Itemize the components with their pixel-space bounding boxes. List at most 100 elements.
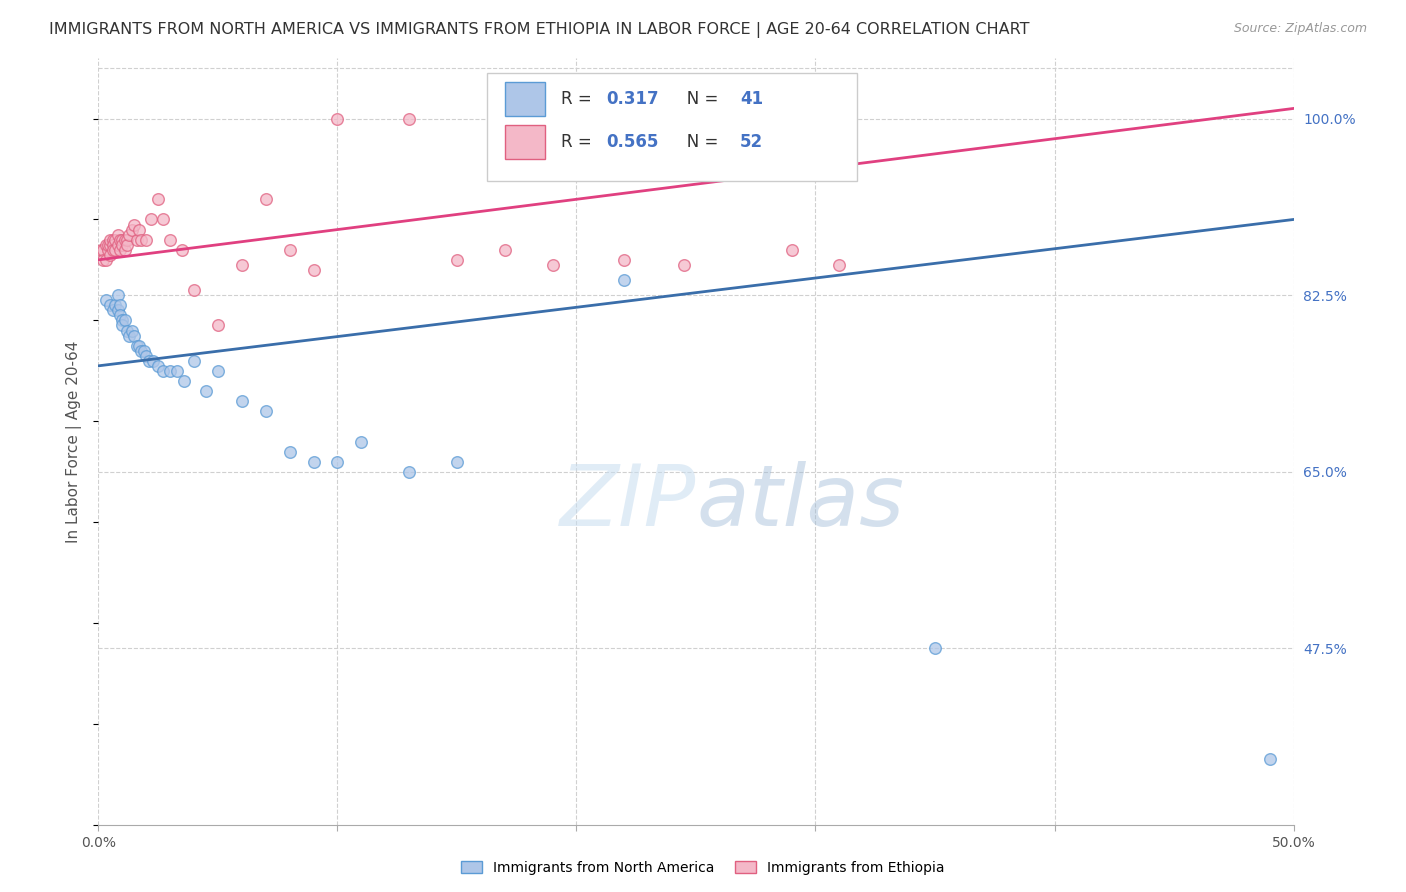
Point	[254, 192, 277, 206]
Point	[302, 455, 325, 469]
Point	[98, 298, 122, 312]
Text: ZIP: ZIP	[560, 461, 696, 544]
Point	[108, 309, 131, 323]
Point	[115, 233, 138, 247]
Point	[97, 243, 120, 257]
Text: atlas: atlas	[696, 461, 904, 544]
Point	[91, 252, 114, 267]
Point	[135, 349, 157, 363]
Point	[446, 252, 468, 267]
Point	[118, 227, 141, 242]
FancyBboxPatch shape	[505, 126, 546, 160]
Point	[446, 455, 468, 469]
Point	[104, 243, 127, 257]
Point	[94, 252, 117, 267]
Point	[125, 233, 148, 247]
FancyBboxPatch shape	[505, 82, 546, 116]
Point	[135, 233, 157, 247]
Point	[111, 233, 134, 247]
Point	[104, 298, 127, 312]
Point	[302, 263, 325, 277]
Point	[107, 303, 129, 318]
Point	[780, 243, 803, 257]
Point	[148, 192, 170, 206]
Point	[398, 112, 420, 126]
Text: 52: 52	[740, 134, 763, 152]
Point	[101, 303, 124, 318]
Point	[173, 374, 195, 388]
Point	[101, 237, 124, 252]
Point	[121, 222, 143, 236]
Point	[114, 243, 136, 257]
Point	[142, 353, 165, 368]
Point	[98, 248, 122, 262]
Point	[138, 353, 160, 368]
Point	[114, 233, 136, 247]
Point	[326, 455, 349, 469]
Point	[91, 243, 114, 257]
Text: R =: R =	[561, 134, 598, 152]
Point	[278, 243, 301, 257]
Point	[148, 359, 170, 373]
Point	[326, 112, 349, 126]
Point	[673, 258, 696, 272]
Text: Source: ZipAtlas.com: Source: ZipAtlas.com	[1233, 22, 1367, 36]
Point	[90, 243, 112, 257]
Point	[828, 258, 851, 272]
Point	[132, 343, 155, 358]
Point	[398, 465, 420, 479]
Point	[98, 237, 122, 252]
Y-axis label: In Labor Force | Age 20-64: In Labor Force | Age 20-64	[66, 341, 83, 542]
Point	[207, 364, 229, 378]
Point	[108, 298, 131, 312]
Text: 41: 41	[740, 89, 763, 108]
Point	[131, 233, 153, 247]
Point	[121, 324, 143, 338]
Point	[128, 338, 150, 352]
Point	[101, 243, 124, 257]
Point	[111, 313, 134, 327]
Point	[159, 233, 181, 247]
Point	[107, 237, 129, 252]
Point	[278, 444, 301, 458]
Point	[111, 237, 134, 252]
Point	[231, 394, 253, 409]
Point	[183, 283, 205, 297]
Point	[118, 328, 141, 343]
Point	[114, 313, 136, 327]
Text: IMMIGRANTS FROM NORTH AMERICA VS IMMIGRANTS FROM ETHIOPIA IN LABOR FORCE | AGE 2: IMMIGRANTS FROM NORTH AMERICA VS IMMIGRA…	[49, 22, 1029, 38]
Point	[159, 364, 181, 378]
Point	[350, 434, 373, 449]
Text: R =: R =	[561, 89, 598, 108]
Point	[108, 233, 131, 247]
Point	[195, 384, 218, 398]
Point	[108, 243, 131, 257]
Point	[1258, 752, 1281, 766]
Point	[104, 233, 127, 247]
Point	[115, 324, 138, 338]
Point	[152, 212, 174, 227]
Text: 0.317: 0.317	[606, 89, 659, 108]
Point	[613, 273, 636, 287]
Point	[207, 318, 229, 333]
Point	[152, 364, 174, 378]
Point	[541, 258, 564, 272]
Point	[111, 318, 134, 333]
Legend: Immigrants from North America, Immigrants from Ethiopia: Immigrants from North America, Immigrant…	[456, 855, 950, 880]
Point	[115, 237, 138, 252]
Point	[125, 338, 148, 352]
Point	[107, 288, 129, 302]
Point	[94, 237, 117, 252]
Text: N =: N =	[671, 134, 724, 152]
Text: 0.565: 0.565	[606, 134, 659, 152]
Text: N =: N =	[671, 89, 724, 108]
Point	[128, 222, 150, 236]
Point	[254, 404, 277, 418]
Point	[139, 212, 162, 227]
Point	[172, 243, 194, 257]
Point	[494, 243, 516, 257]
Point	[98, 233, 122, 247]
Point	[124, 218, 146, 232]
Point	[131, 343, 153, 358]
Point	[94, 293, 117, 308]
